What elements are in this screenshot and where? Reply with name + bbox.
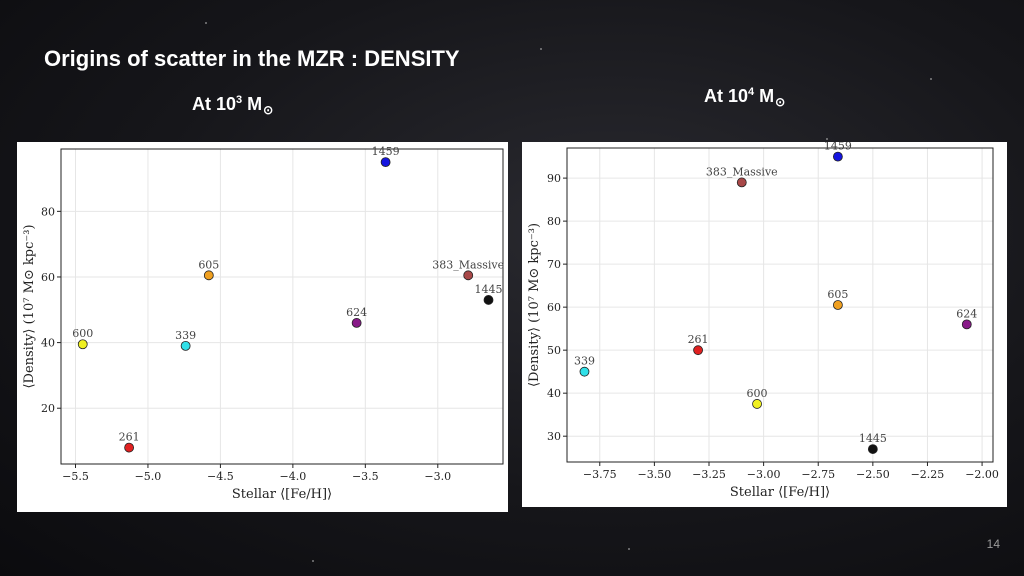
y-tick-label: 80 xyxy=(547,215,561,228)
data-point-label: 600 xyxy=(72,327,93,340)
x-tick-label: −2.50 xyxy=(856,468,890,481)
data-point xyxy=(77,339,88,350)
subtitle-right: At 104 M⊙ xyxy=(704,86,786,109)
star-dot xyxy=(628,548,630,550)
x-tick-label: −3.75 xyxy=(583,468,617,481)
subtitle-right-exp: 4 xyxy=(748,86,755,98)
x-tick-label: −5.5 xyxy=(62,470,89,483)
subtitle-left-prefix: At 10 xyxy=(192,94,237,114)
star-dot xyxy=(540,48,542,50)
x-tick-label: −3.0 xyxy=(424,470,451,483)
slide-title: Origins of scatter in the MZR : DENSITY xyxy=(44,46,460,71)
solar-mass-unit: M⊙ xyxy=(247,94,274,117)
plot-frame xyxy=(60,148,504,465)
data-point-label: 600 xyxy=(747,387,768,400)
sun-symbol-icon: ⊙ xyxy=(775,95,786,109)
data-point xyxy=(832,151,843,162)
x-tick-label: −4.5 xyxy=(207,470,234,483)
y-tick-label: 60 xyxy=(547,301,561,314)
y-tick-label: 30 xyxy=(547,430,561,443)
data-point-label: 624 xyxy=(346,306,367,319)
data-point-label: 261 xyxy=(119,431,140,444)
data-point xyxy=(483,295,494,305)
data-point-label: 339 xyxy=(574,355,595,368)
data-point xyxy=(463,270,474,281)
x-tick-label: −2.00 xyxy=(965,468,999,481)
scatter-chart-left: −5.5 −5.0 −4.5 −4.0 −3.5 −3.0 20 40 60 80 Stellar … xyxy=(22,145,504,502)
subtitle-left: At 103 M⊙ xyxy=(192,94,274,117)
x-tick-label: −3.50 xyxy=(638,468,672,481)
star-dot xyxy=(312,560,314,562)
data-point xyxy=(203,270,214,281)
data-point-label: 261 xyxy=(688,333,709,346)
star-dot xyxy=(826,138,828,140)
x-tick-label: −2.75 xyxy=(801,468,835,481)
data-point xyxy=(752,399,762,409)
y-axis-label: ⟨Density⟩ (10⁷ M⊙ kpc⁻³) xyxy=(527,223,542,387)
data-point-label: 339 xyxy=(175,329,196,342)
y-tick-label: 40 xyxy=(41,337,55,350)
data-point xyxy=(351,318,362,328)
x-tick-label: −4.0 xyxy=(280,470,307,483)
data-point xyxy=(693,345,703,356)
solar-mass-unit: M⊙ xyxy=(759,86,786,109)
data-point xyxy=(736,177,747,188)
y-tick-label: 20 xyxy=(41,402,55,415)
data-point-label: 1445 xyxy=(859,432,887,445)
subtitle-right-prefix: At 10 xyxy=(704,86,749,106)
x-tick-label: −3.00 xyxy=(747,468,781,481)
chart-panel-right: −3.75 −3.50 −3.25 −3.00 −2.75 −2.50 −2.25 −2.00… xyxy=(522,142,1007,507)
y-tick-label: 80 xyxy=(41,205,55,218)
data-point-label: 383_Massive xyxy=(432,258,504,271)
subtitle-left-exp: 3 xyxy=(236,94,243,106)
chart-panel-left: −5.5 −5.0 −4.5 −4.0 −3.5 −3.0 20 40 60 80 Stellar … xyxy=(17,142,508,512)
data-point-label: 383_Massive xyxy=(706,165,778,178)
star-dot xyxy=(205,22,207,24)
y-tick-label: 40 xyxy=(547,387,561,400)
subtitle-left-unit: M xyxy=(247,94,263,114)
data-point-label: 624 xyxy=(956,307,977,320)
data-point xyxy=(579,366,590,377)
y-axis-label: ⟨Density⟩ (10⁷ M⊙ kpc⁻³) xyxy=(22,224,37,388)
y-tick-label: 90 xyxy=(547,172,561,185)
scatter-chart-right: −3.75 −3.50 −3.25 −3.00 −2.75 −2.50 −2.25 −2.00… xyxy=(527,142,999,500)
x-tick-label: −3.5 xyxy=(352,470,379,483)
x-tick-label: −5.0 xyxy=(135,470,162,483)
page-number: 14 xyxy=(986,537,1000,551)
x-tick-label: −2.25 xyxy=(911,468,945,481)
y-tick-label: 50 xyxy=(547,344,561,357)
x-tick-label: −3.25 xyxy=(692,468,726,481)
data-point xyxy=(832,300,843,310)
subtitle-right-unit: M xyxy=(759,86,775,106)
data-point-label: 605 xyxy=(827,288,848,301)
data-point xyxy=(180,340,191,351)
sun-symbol-icon: ⊙ xyxy=(263,103,274,117)
y-tick-label: 70 xyxy=(547,258,561,271)
data-point xyxy=(961,319,972,330)
x-axis-label: Stellar ⟨[Fe/H]⟩ xyxy=(232,487,332,502)
y-tick-label: 60 xyxy=(41,271,55,284)
star-dot xyxy=(930,78,932,80)
data-point xyxy=(867,444,878,454)
data-point-label: 1459 xyxy=(372,145,400,158)
x-axis-label: Stellar ⟨[Fe/H]⟩ xyxy=(730,485,830,500)
data-point-label: 1459 xyxy=(824,142,852,153)
data-point xyxy=(124,442,135,453)
data-point-label: 605 xyxy=(198,258,219,271)
data-point xyxy=(380,157,391,168)
data-point-label: 1445 xyxy=(475,283,503,296)
plot-frame xyxy=(566,147,994,463)
